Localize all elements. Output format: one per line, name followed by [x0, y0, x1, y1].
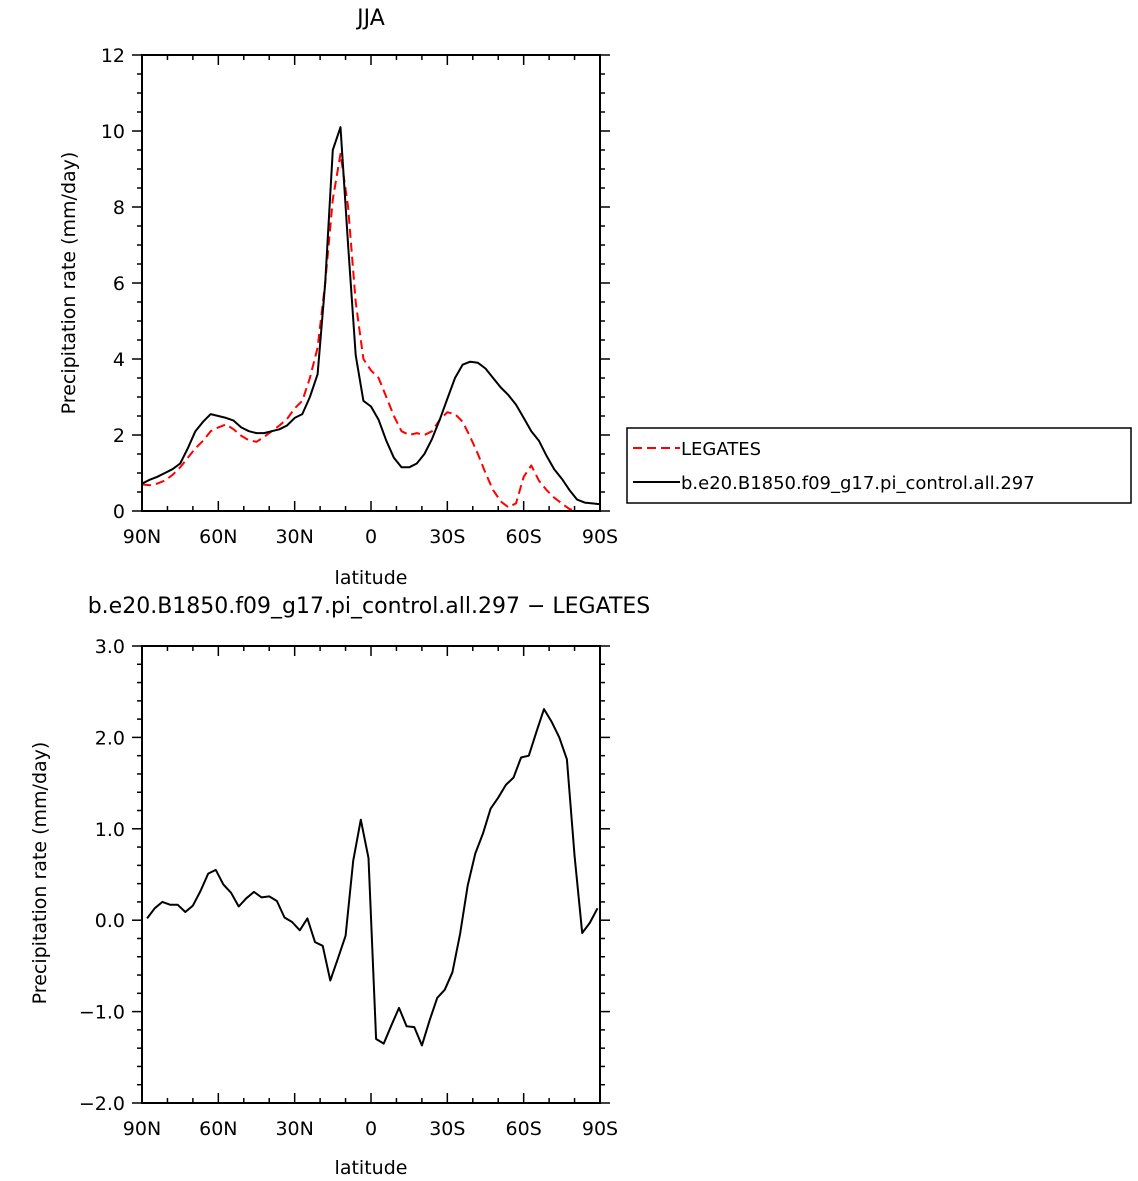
- bottom-x-tick-label: 30N: [275, 1118, 313, 1140]
- bottom-series-group: [146, 708, 599, 1047]
- bottom-series-line-0: [146, 708, 599, 1047]
- top-x-axis-label: latitude: [335, 567, 408, 589]
- bottom-x-tick-label: 90S: [582, 1118, 618, 1140]
- bottom-chart: b.e20.B1850.f09_g17.pi_control.all.297 −…: [29, 594, 650, 1179]
- top-x-tick-label: 60N: [199, 526, 237, 548]
- bottom-y-tick-label: −1.0: [79, 1002, 125, 1024]
- top-y-axis-label: Precipitation rate (mm/day): [58, 152, 80, 415]
- bottom-y-tick-label: 1.0: [95, 819, 125, 841]
- top-x-tick-label: 0: [365, 526, 377, 548]
- top-y-tick-label: 4: [113, 349, 125, 371]
- top-series-line-1: [141, 126, 601, 506]
- top-y-tick-label: 0: [113, 501, 125, 523]
- legend-label-model: b.e20.B1850.f09_g17.pi_control.all.297: [681, 473, 1035, 494]
- top-y-tick-label: 6: [113, 273, 125, 295]
- bottom-y-axis-label: Precipitation rate (mm/day): [29, 742, 51, 1005]
- bottom-chart-title: b.e20.B1850.f09_g17.pi_control.all.297 −…: [88, 594, 651, 619]
- top-series-line-0: [141, 152, 600, 512]
- legend-box: [626, 427, 1132, 504]
- bottom-x-tick-label: 60N: [199, 1118, 237, 1140]
- top-y-tick-label: 2: [113, 425, 125, 447]
- top-plot-frame: [141, 54, 601, 512]
- top-x-tick-label: 90S: [582, 526, 618, 548]
- bottom-x-tick-label: 0: [365, 1118, 377, 1140]
- top-series-group: [141, 126, 601, 512]
- top-x-tick-label: 90N: [123, 526, 161, 548]
- bottom-x-tick-label: 90N: [123, 1118, 161, 1140]
- bottom-y-tick-label: 0.0: [95, 910, 125, 932]
- bottom-y-tick-label: −2.0: [79, 1093, 125, 1115]
- legend-label-legates: LEGATES: [681, 439, 761, 460]
- bottom-y-tick-label: 3.0: [95, 636, 125, 658]
- top-x-tick-label: 30N: [275, 526, 313, 548]
- bottom-y-tick-label: 2.0: [95, 727, 125, 749]
- top-ticks-group: 90N 60N 30N 0 30S 60S 90S 0 2 4 6 8 10 12: [101, 45, 618, 548]
- legend: LEGATES b.e20.B1850.f09_g17.pi_control.a…: [626, 427, 1132, 504]
- bottom-ticks-group: 90N 60N 30N 0 30S 60S 90S −2.0 −1.0 0.0 1.0 2.0 3.0: [79, 636, 618, 1140]
- top-chart-title: JJA: [355, 6, 385, 31]
- bottom-x-axis-label: latitude: [335, 1157, 408, 1179]
- top-y-tick-label: 8: [113, 197, 125, 219]
- bottom-x-tick-label: 30S: [429, 1118, 465, 1140]
- bottom-x-tick-label: 60S: [506, 1118, 542, 1140]
- top-x-tick-label: 30S: [429, 526, 465, 548]
- top-x-tick-label: 60S: [506, 526, 542, 548]
- top-y-tick-label: 10: [101, 121, 125, 143]
- top-y-tick-label: 12: [101, 45, 125, 67]
- bottom-plot-frame: [141, 645, 601, 1104]
- top-chart: JJA 90N 60N 30N 0 30S 60S 90S 0 2 4 6 8 10 12 latitud…: [58, 6, 1132, 589]
